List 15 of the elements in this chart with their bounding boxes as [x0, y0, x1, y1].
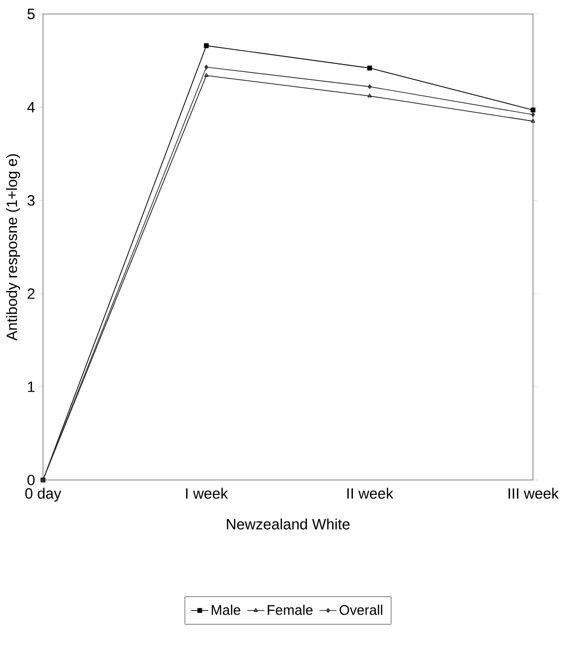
y-tick-label: 1: [28, 382, 34, 392]
x-tick-label: I week: [186, 488, 228, 499]
y-axis-title: Antibody resposne (1+log e): [6, 154, 20, 341]
x-tick-label: III week: [508, 488, 559, 499]
y-tick-label: 2: [28, 288, 34, 299]
legend-label: Overall: [340, 604, 382, 615]
y-tick-label: 5: [28, 8, 35, 20]
y-tick-label: 0: [27, 474, 35, 486]
x-tick-label: 0 day: [25, 488, 62, 502]
x-axis-title: Newzealand White: [226, 518, 350, 530]
y-tick-label: 3: [27, 195, 35, 206]
legend-label: Female: [268, 604, 313, 615]
x-tick-label: II week: [347, 488, 394, 499]
legend-label: Male: [212, 604, 240, 615]
y-tick-label: 4: [27, 102, 35, 112]
